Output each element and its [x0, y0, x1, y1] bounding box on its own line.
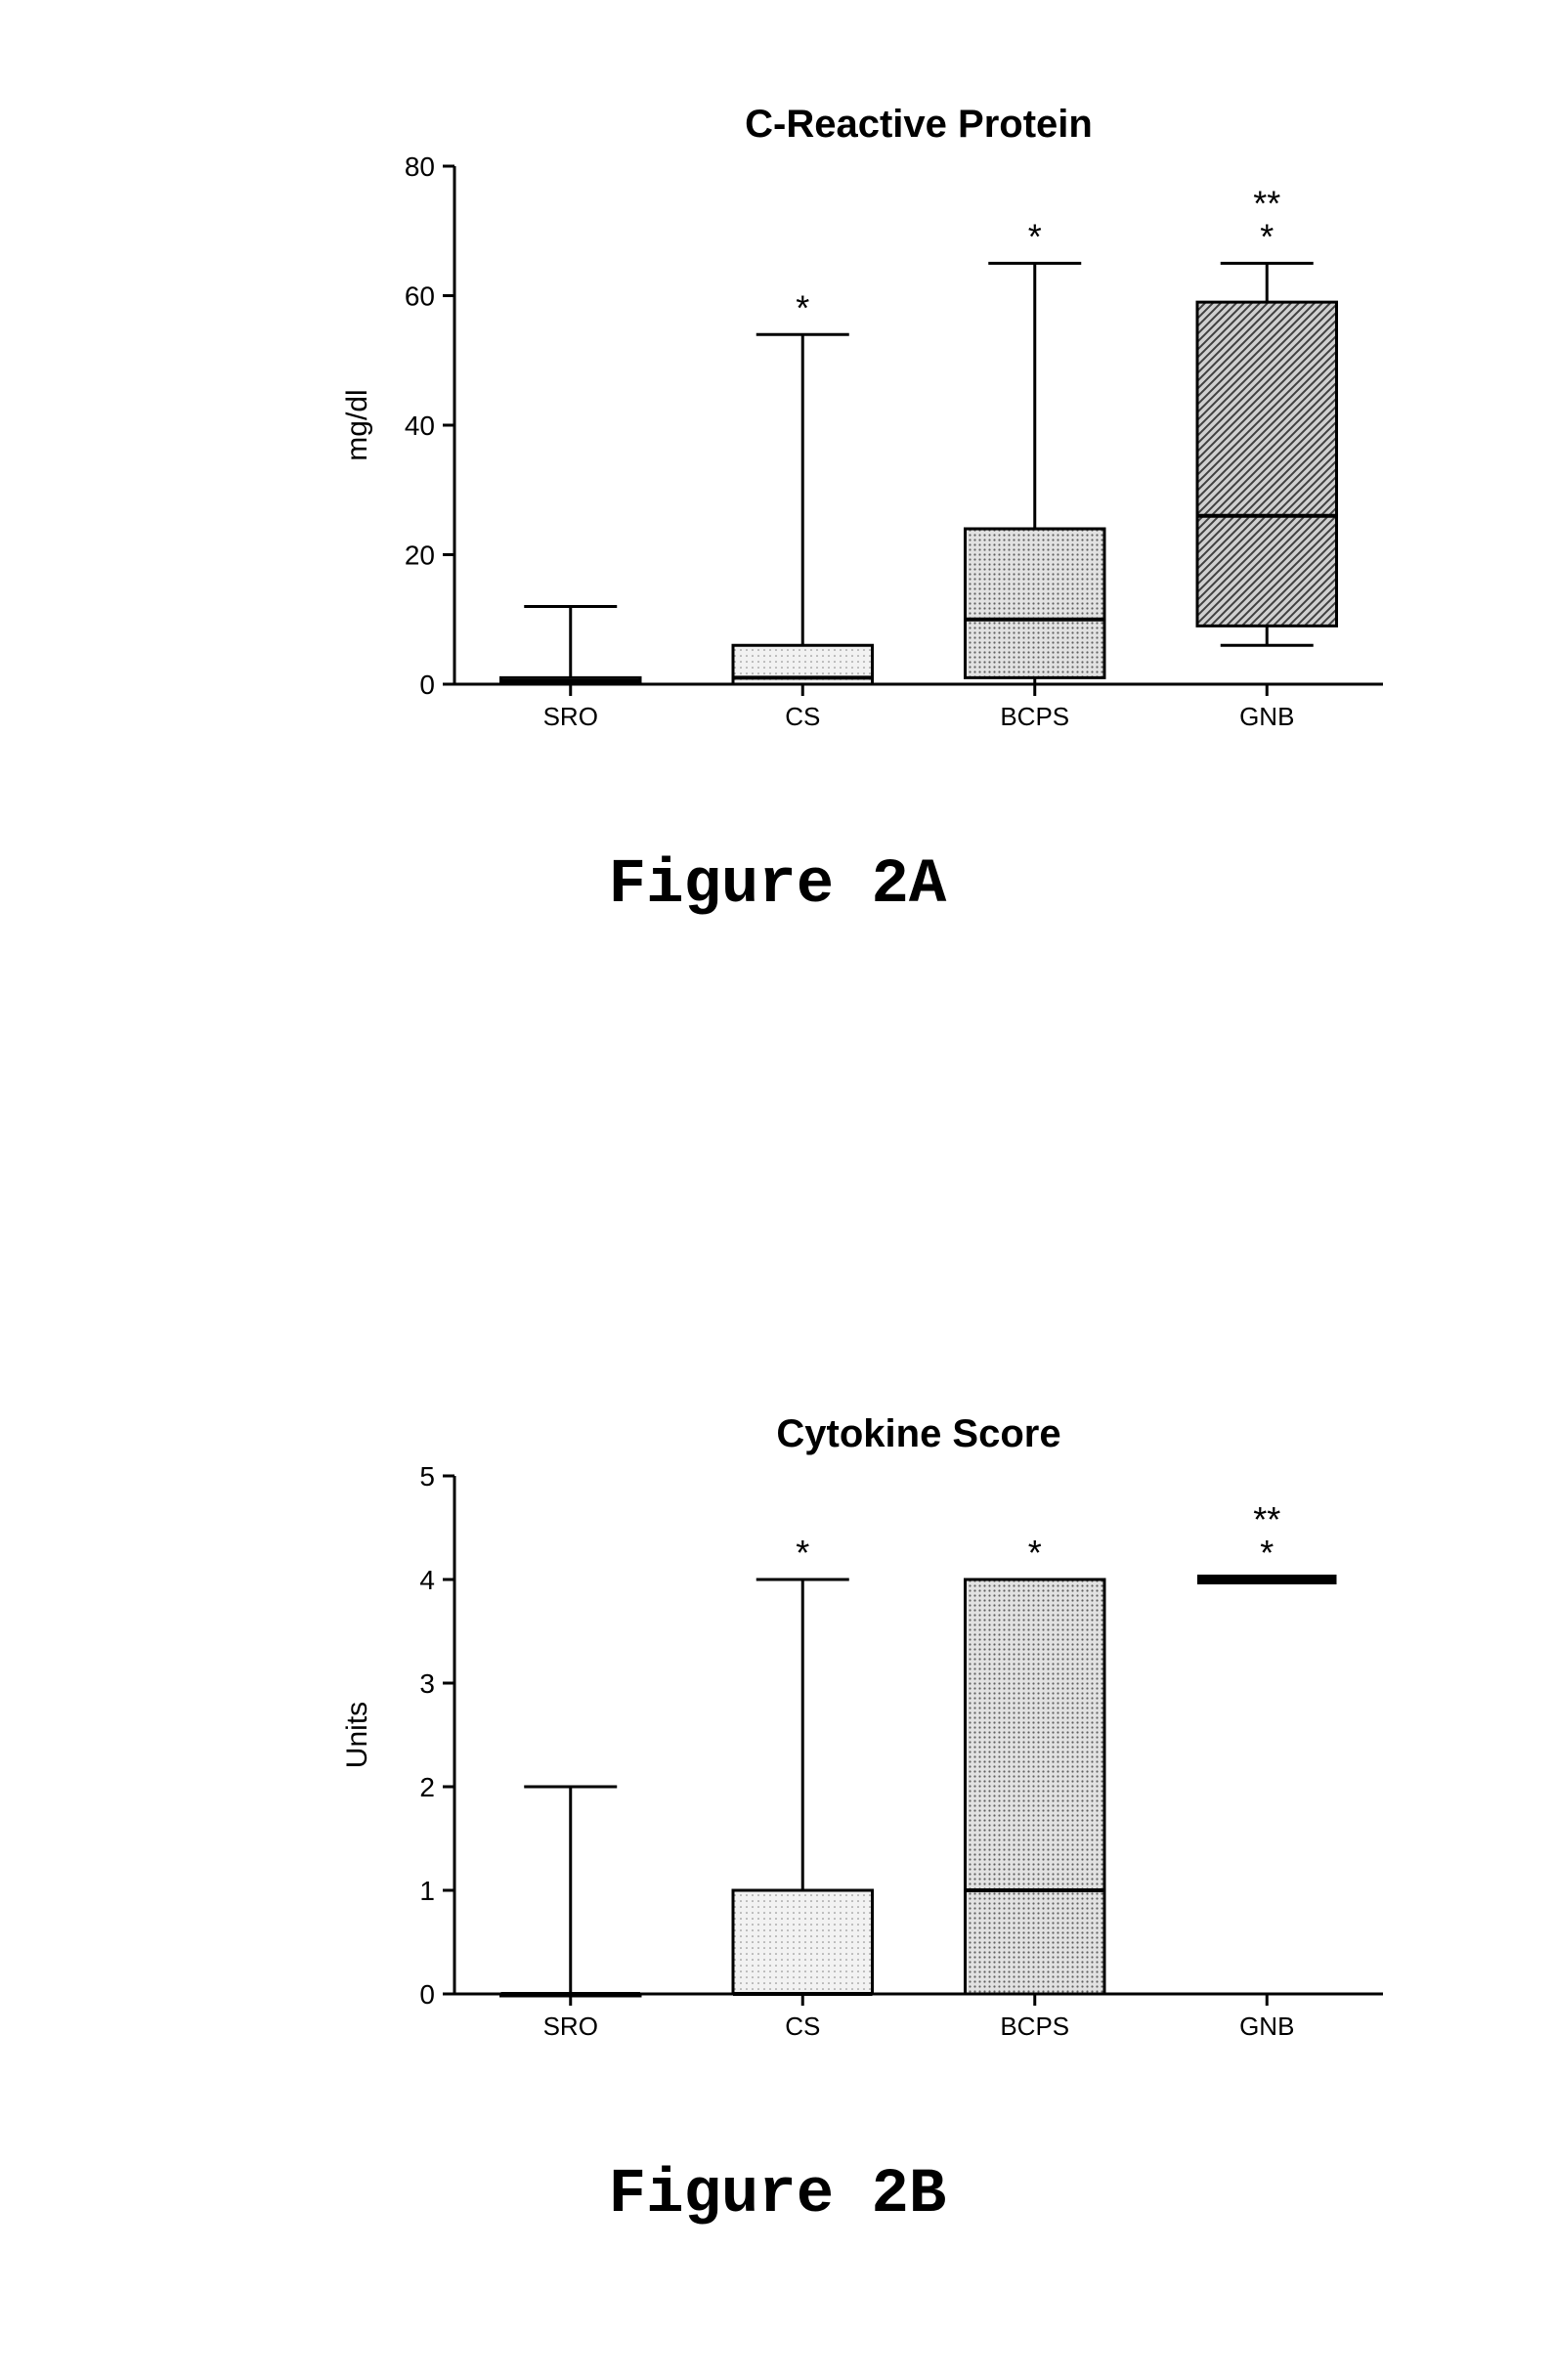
figure-a-ytick-label: 80: [405, 151, 435, 182]
figure-b-box: [966, 1579, 1105, 1994]
figure-b-category-label: BCPS: [1000, 2012, 1069, 2041]
figure-b-significance-marker: *: [1260, 1533, 1274, 1573]
figure-b-ylabel: Units: [341, 1702, 373, 1768]
figure-a-label: Figure 2A: [0, 850, 1555, 921]
figure-a-ylabel: mg/dl: [341, 389, 373, 460]
figure-b-ytick-label: 1: [419, 1876, 435, 1906]
figure-a-ytick-label: 60: [405, 281, 435, 312]
figure-b-box: [733, 1890, 873, 1994]
figure-b-significance-marker: *: [1028, 1533, 1042, 1573]
figure-a-chart: C-Reactive Protein 0 20 40 60 80 mg/dl SRO CS * BC…: [93, 78, 1461, 801]
figure-b-category-label: GNB: [1239, 2012, 1294, 2041]
figure-a-significance-marker: *: [1028, 216, 1042, 256]
figure-b-significance-marker: *: [796, 1533, 809, 1573]
figure-a-box: [966, 529, 1105, 677]
figure-b-chart: Cytokine Score 0 1 2 3 4 5 Units SRO CS * BCPS * GNB *…: [93, 1388, 1461, 2111]
figure-a-ytick-label: 20: [405, 541, 435, 571]
figure-a-title: C-Reactive Protein: [745, 103, 1093, 146]
figure-b-title: Cytokine Score: [776, 1412, 1060, 1455]
figure-a-category-label: SRO: [543, 702, 598, 731]
figure-b-ytick-label: 3: [419, 1668, 435, 1699]
figure-a-ytick-label: 0: [419, 670, 435, 700]
figure-b-category-label: SRO: [543, 2012, 598, 2041]
figure-a-ytick-label: 40: [405, 411, 435, 441]
figure-a-container: C-Reactive Protein 0 20 40 60 80 mg/dl SRO CS * BC…: [93, 78, 1461, 801]
figure-b-ytick-label: 5: [419, 1461, 435, 1492]
figure-a-significance-marker: *: [796, 287, 809, 327]
figure-b-ytick-label: 4: [419, 1565, 435, 1595]
figure-a-category-label: GNB: [1239, 702, 1294, 731]
figure-a-category-label: CS: [785, 702, 820, 731]
figure-a-significance-marker: *: [1260, 216, 1274, 256]
figure-b-container: Cytokine Score 0 1 2 3 4 5 Units SRO CS * BCPS * GNB *…: [93, 1388, 1461, 2111]
figure-b-ytick-label: 2: [419, 1772, 435, 1802]
figure-b-ytick-label: 0: [419, 1979, 435, 2010]
figure-b-category-label: CS: [785, 2012, 820, 2041]
figure-a-box: [1197, 302, 1337, 626]
figure-b-label: Figure 2B: [0, 2160, 1555, 2230]
figure-a-category-label: BCPS: [1000, 702, 1069, 731]
